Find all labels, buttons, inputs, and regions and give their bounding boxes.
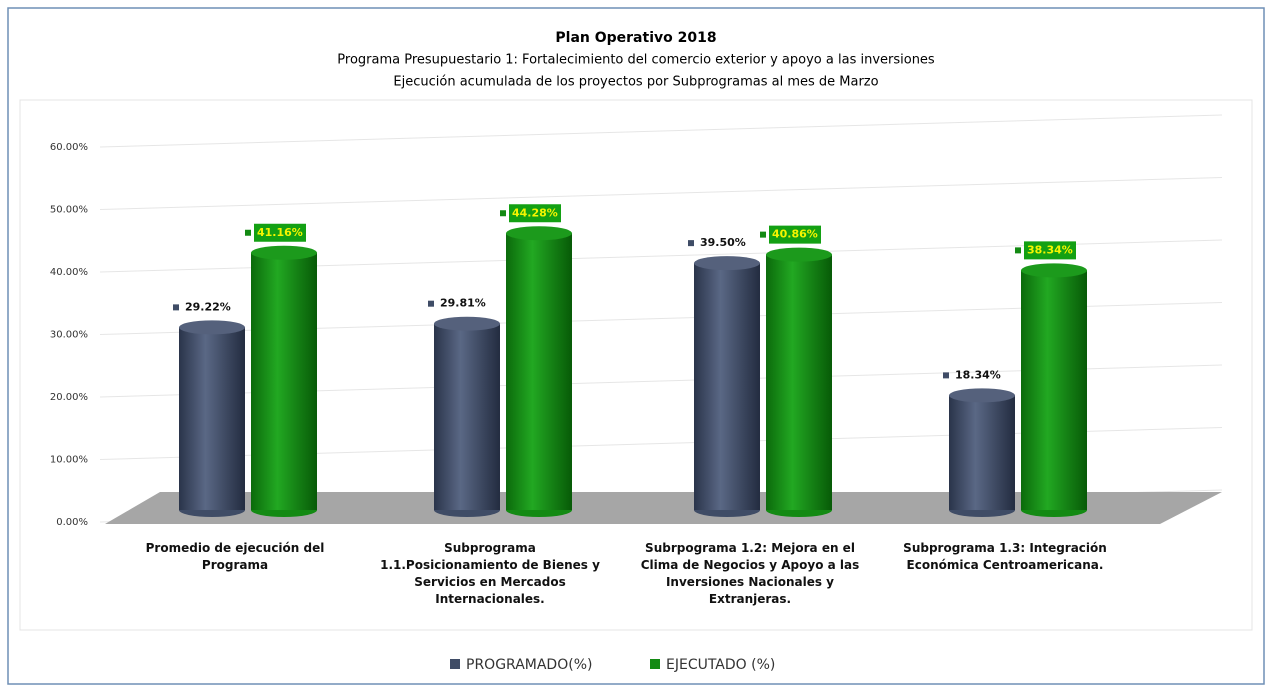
bar (949, 388, 1015, 517)
bar-body (766, 254, 832, 510)
label-key (943, 372, 949, 379)
x-tick-label: Promedio de ejecución del Programa (145, 541, 325, 572)
chart-title: Plan Operativo 2018 (555, 30, 716, 46)
plot-frame (19, 99, 1253, 631)
bar (1021, 263, 1087, 517)
data-label: 38.34% (1027, 243, 1073, 256)
bar-body (434, 323, 500, 510)
bar (506, 226, 572, 517)
legend-key (650, 659, 660, 669)
bar (766, 247, 832, 517)
label-box (769, 225, 821, 244)
y-tick-label: 20.00% (50, 392, 88, 403)
y-tick-label: 60.00% (50, 142, 88, 153)
bar-body (694, 263, 760, 510)
chart-subtitle: Programa Presupuestario 1: Fortalecimien… (337, 53, 935, 68)
label-box (1024, 241, 1076, 260)
bar-top (251, 245, 317, 260)
label-box (509, 204, 561, 223)
label-key (245, 229, 251, 236)
chart-subtitle: Ejecución acumulada de los proyectos por… (393, 75, 878, 90)
bar-top (694, 256, 760, 271)
legend-label: PROGRAMADO(%) (466, 657, 592, 673)
bar-body (949, 395, 1015, 510)
bar-body (1021, 270, 1087, 510)
label-key (173, 304, 179, 311)
bar-top (1021, 263, 1087, 278)
y-tick-label: 30.00% (50, 330, 88, 341)
y-tick-label: 10.00% (50, 455, 88, 466)
bar-body (179, 327, 245, 510)
grid-line (99, 177, 1223, 210)
bar (694, 256, 760, 517)
label-key (760, 231, 766, 238)
data-label: 39.50% (700, 236, 746, 249)
data-label: 44.28% (512, 206, 558, 219)
y-tick-label: 50.00% (50, 205, 88, 216)
bar-top (179, 320, 245, 335)
data-label: 40.86% (772, 228, 818, 241)
label-key (688, 240, 694, 247)
data-label: 29.81% (440, 297, 486, 310)
bar-top (434, 316, 500, 331)
bar-top (506, 226, 572, 241)
bar-top (949, 388, 1015, 403)
bar (179, 320, 245, 517)
y-tick-label: 40.00% (50, 267, 88, 278)
bar-body (251, 252, 317, 510)
bar-body (506, 233, 572, 510)
label-key (500, 210, 506, 217)
x-tick-label: Subrpograma 1.2: Mejora en el Clima de N… (640, 541, 860, 606)
data-label: 41.16% (257, 226, 303, 239)
x-tick-label: Subprograma 1.3: Integración Económica C… (903, 541, 1107, 572)
legend-key (450, 659, 460, 669)
bar-top (766, 247, 832, 262)
grid-line (99, 114, 1223, 148)
x-tick-label: Subprograma 1.1.Posicionamiento de Biene… (380, 541, 600, 606)
label-box (254, 223, 306, 242)
legend-label: EJECUTADO (%) (666, 657, 775, 673)
bar (251, 245, 317, 517)
label-key (1015, 247, 1021, 254)
y-tick-label: 0.00% (56, 517, 88, 528)
data-label: 29.22% (185, 300, 231, 313)
floor (105, 492, 1222, 524)
data-label: 18.34% (955, 368, 1001, 381)
bar (434, 316, 500, 517)
label-key (428, 300, 434, 307)
